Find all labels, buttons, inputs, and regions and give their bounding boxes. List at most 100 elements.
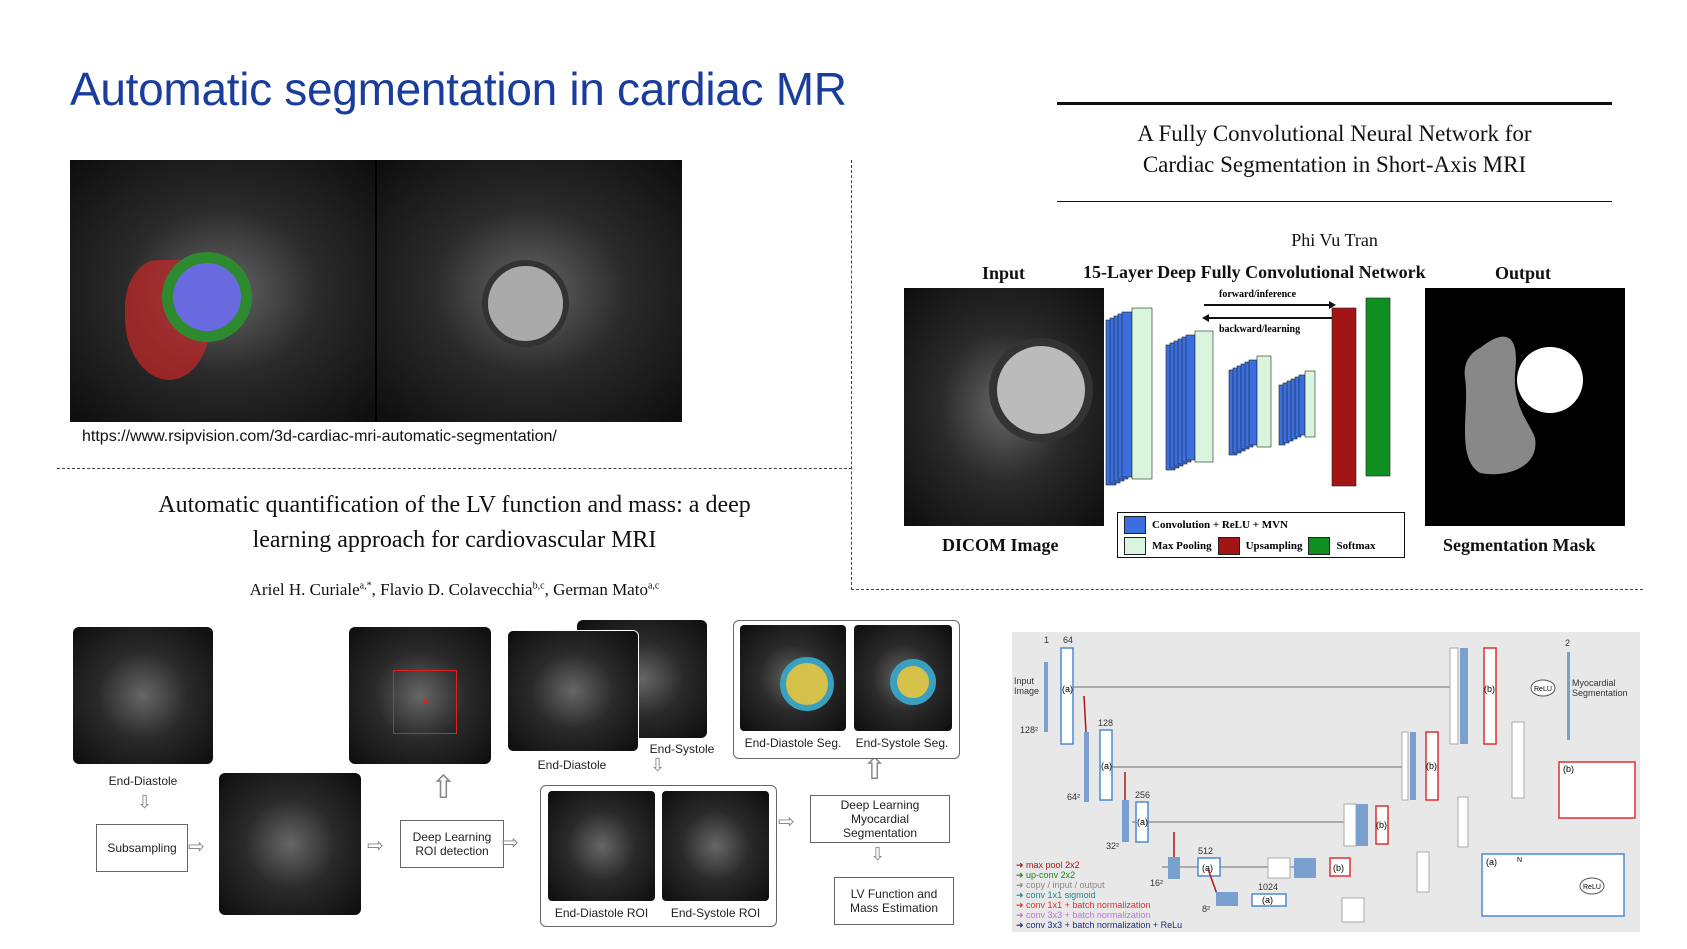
legend-conv: Convolution + ReLU + MVN — [1152, 519, 1288, 531]
enc-block-3-a: (a) — [1137, 817, 1148, 827]
arrow-right-2: ⇨ — [367, 835, 384, 857]
backward-arrowhead — [1202, 314, 1209, 322]
size-32: 32² — [1106, 841, 1120, 851]
lv-mask — [1517, 347, 1583, 413]
paper1-author: Phi Vu Tran — [1291, 230, 1378, 250]
channel-512: 512 — [1198, 846, 1214, 856]
block-b-inset-label: (b) — [1563, 764, 1574, 774]
output-layer — [1567, 652, 1570, 740]
channel-2: 2 — [1565, 638, 1571, 648]
paper1-output-label: Output — [1495, 263, 1552, 283]
legend-swatch-conv — [1124, 516, 1146, 534]
dec-copy-1 — [1449, 647, 1459, 745]
unet-legend-item: ➜ conv 1x1 sigmoid — [1016, 890, 1182, 900]
lv-cavity — [482, 260, 569, 347]
legend-arrow-icon: ➜ — [1016, 880, 1027, 890]
legend-text: conv 1x1 + batch normalization — [1026, 900, 1151, 910]
channel-1: 1 — [1044, 635, 1050, 645]
unet-legend-item: ➜ up-conv 2x2 — [1016, 870, 1182, 880]
unet-input-image-label: Input Image — [1014, 676, 1040, 696]
enc-block-2 — [1099, 729, 1113, 801]
legend-text: max pool 2x2 — [1026, 860, 1080, 870]
forward-label: forward/inference — [1219, 289, 1297, 300]
dec-upconv-3 — [1356, 804, 1368, 846]
es-roi-label: End-Systole ROI — [670, 906, 761, 920]
legend-arrow-icon: ➜ — [1016, 920, 1027, 930]
author-2: , Flavio D. Colavecchia — [371, 580, 533, 599]
size-64: 64² — [1067, 792, 1081, 802]
dec-copy-2 — [1401, 731, 1409, 801]
legend-softmax: Softmax — [1336, 540, 1376, 552]
paper1-rule-bottom — [1057, 201, 1612, 202]
segmentation-mask-output — [1425, 288, 1625, 526]
dec-block-2-b: (b) — [1426, 761, 1437, 771]
maxpool-layer-4 — [1304, 370, 1316, 438]
lv-cavity — [989, 338, 1093, 442]
legend-text: conv 3x3 + batch normalization + ReLu — [1026, 920, 1183, 930]
legend-swatch-upsampling — [1217, 537, 1240, 555]
forward-arrowhead — [1329, 301, 1336, 309]
size-16: 16² — [1150, 878, 1164, 888]
dec-out-2 — [1457, 796, 1469, 848]
author-3: , German Mato — [544, 580, 648, 599]
legend-text: up-conv 2x2 — [1026, 870, 1076, 880]
legend-text: conv 1x1 sigmoid — [1026, 890, 1096, 900]
end-diastole-label: End-Diastole — [108, 774, 178, 788]
unet-svg: (a) (a) (a) (a) (a) (b) (b) (b) — [1044, 647, 1636, 923]
roi-center-marker — [424, 700, 428, 703]
source-url[interactable]: https://www.rsipvision.com/3d-cardiac-mr… — [82, 428, 557, 445]
paper1-title-line1: A Fully Convolutional Neural Network for — [1137, 121, 1532, 146]
maxpool-layer-3 — [1256, 355, 1272, 448]
paper2-authors: Ariel H. Curialea,*, Flavio D. Colavecch… — [57, 580, 852, 600]
ed-roi-image — [548, 791, 655, 901]
unet-legend-item: ➜ max pool 2x2 — [1016, 860, 1182, 870]
ed-seg-label: End-Diastole Seg. — [744, 736, 842, 750]
paper1-rule-top — [1057, 102, 1612, 105]
enc-block-1 — [1060, 647, 1074, 745]
maxpool-arrow-1 — [1083, 695, 1087, 733]
channel-64: 64 — [1063, 635, 1074, 645]
relu-node-out — [1530, 679, 1556, 697]
enc-block-4-a: (a) — [1202, 863, 1213, 873]
paper1-network-title: 15-Layer Deep Fully Convolutional Networ… — [1083, 262, 1426, 282]
channel-128: 128 — [1098, 718, 1114, 728]
es-roi-image — [662, 791, 769, 901]
subsampled-image — [219, 773, 361, 915]
dec-out-1 — [1511, 721, 1525, 799]
paper2-title-line1: Automatic quantification of the LV funct… — [158, 492, 751, 518]
bottleneck-block — [1251, 893, 1287, 907]
subsampling-box: Subsampling — [96, 824, 188, 872]
maxpool-layer-2 — [1194, 330, 1214, 463]
mri-raw-image — [377, 160, 682, 422]
ed-roi-label: End-Diastole ROI — [554, 906, 649, 920]
block-a-inset-label: (a) — [1486, 857, 1497, 867]
dec-upconv-4 — [1294, 858, 1316, 878]
mask-shapes — [1464, 336, 1583, 475]
es-seg-image — [854, 625, 952, 731]
arrow-down-1: ⇩ — [137, 792, 153, 812]
conv-layer-1-5 — [1121, 311, 1133, 478]
maxpool-arrow-4 — [1207, 868, 1218, 895]
unet-legend-item: ➜ conv 3x3 + batch normalization — [1016, 910, 1182, 920]
enc-block-3 — [1135, 801, 1149, 843]
legend-arrow-icon: ➜ — [1016, 890, 1027, 900]
input-layer — [1044, 662, 1048, 732]
es-seg-label: End-Systole Seg. — [855, 736, 949, 750]
dec-out-3 — [1416, 851, 1430, 893]
dec-block-4 — [1329, 857, 1351, 877]
unet-legend-item: ➜ copy / input / output — [1016, 880, 1182, 890]
author-3-affil: a,c — [647, 580, 660, 592]
dec-upconv-2 — [1410, 732, 1416, 800]
unet-output-label: Myocardial Segmentation — [1572, 678, 1628, 698]
end-diastole-image — [73, 627, 213, 764]
legend-upsampling: Upsampling — [1245, 540, 1303, 552]
paper1-input-label: Input — [982, 263, 1026, 283]
end-systole-label: End-Systole — [649, 742, 715, 756]
paper1-title-line2: Cardiac Segmentation in Short-Axis MRI — [1142, 152, 1527, 177]
dec-upconv-1 — [1460, 648, 1468, 744]
dec-block-2 — [1425, 731, 1439, 801]
pipeline-diagram: End-Diastole ⇩ Subsampling ⇨ ⇨ Deep Lear… — [70, 620, 970, 930]
enc-pool-1 — [1084, 732, 1089, 802]
paper2-title: Automatic quantification of the LV funct… — [57, 488, 852, 558]
channel-256: 256 — [1135, 790, 1151, 800]
